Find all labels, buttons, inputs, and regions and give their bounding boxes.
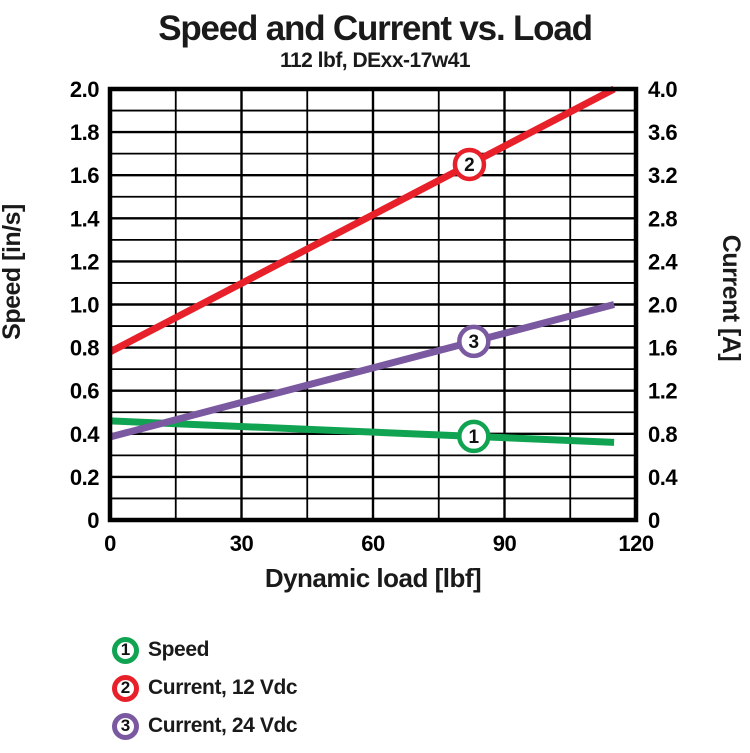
line-marker-2 [452, 147, 487, 182]
y-left-tick-label: 1.6 [70, 163, 99, 188]
x-tick-label: 0 [104, 531, 116, 556]
plot-border-rect [107, 86, 639, 523]
y-left-tick-label: 1.0 [70, 293, 99, 318]
marker-layer: 1 2 3 [452, 147, 491, 454]
legend-marker-2: 2 [112, 674, 139, 702]
series-layer [108, 85, 616, 446]
legend-label-speed: Speed [148, 638, 210, 661]
legend-label-current-12vdc: Current, 12 Vdc [148, 676, 298, 699]
line-marker-3 [457, 324, 491, 359]
y-right-tick-label: 2.8 [648, 206, 677, 231]
x-tick-label: 30 [230, 531, 254, 556]
y-left-tick-label: 0.6 [70, 379, 99, 404]
legend-label-current-24vdc: Current, 24 Vdc [148, 714, 298, 737]
y-right-tick-label: 3.2 [648, 163, 677, 188]
y-left-tick-label: 1.2 [70, 249, 99, 274]
line-marker-number-1: 1 [469, 427, 480, 448]
y-left-tick-label: 1.8 [70, 120, 99, 145]
y-right-tick-label: 1.6 [648, 336, 677, 361]
y-right-tick-label: 4.0 [648, 77, 677, 102]
series-line-speed [109, 417, 615, 446]
chart-title: Speed and Current vs. Load [158, 9, 593, 48]
y-left-tick-label: 0.2 [70, 465, 99, 490]
y-left-tick-label: 0.8 [70, 336, 99, 361]
x-tick-label: 120 [618, 531, 653, 556]
y-left-axis-title: Speed [in/s] [0, 204, 26, 340]
y-left-tick-label: 0.4 [70, 422, 100, 447]
y-right-tick-label: 3.6 [648, 120, 677, 145]
y-right-tick-label: 0 [648, 508, 660, 533]
legend-marker-3: 3 [112, 712, 139, 740]
chart-plot: 1 2 3 2.0 1.8 1.6 1.4 1.2 1.0 0.8 0.6 0.4 0.2 0 4.0 3.… [0, 77, 745, 593]
y-right-tick-label: 2.4 [648, 249, 678, 274]
y-left-tick-label: 1.4 [70, 206, 100, 231]
plot-border [107, 86, 639, 523]
x-axis-title: Dynamic load [lbf] [265, 563, 481, 593]
y-right-tick-label: 2.0 [648, 293, 677, 318]
x-tick-label: 90 [493, 531, 517, 556]
legend-item-current-12vdc: 2 Current, 12 Vdc [112, 669, 298, 707]
y-right-tick-label: 0.4 [648, 465, 678, 490]
legend-item-current-24vdc: 3 Current, 24 Vdc [112, 707, 298, 745]
series-line-current-24-vdc [109, 301, 615, 441]
y-left-tick-label: 0 [87, 508, 99, 533]
legend-item-speed: 1 Speed [112, 631, 297, 669]
grid-layer [110, 89, 636, 520]
legend-marker-1: 1 [112, 636, 139, 664]
y-left-tick-label: 2.0 [70, 77, 99, 102]
x-tick-label: 60 [361, 531, 385, 556]
chart-subtitle: 112 lbf, DExx-17w41 [279, 49, 471, 72]
line-marker-number-3: 3 [469, 332, 480, 353]
tick-labels: 2.0 1.8 1.6 1.4 1.2 1.0 0.8 0.6 0.4 0.2 0 4.0 3.6 3.2… [70, 77, 679, 556]
legend: 1 Speed 2 Current, 12 Vdc 3 Current, 24 … [112, 631, 298, 745]
line-marker-1 [457, 419, 491, 454]
y-right-axis-title: Current [A] [717, 235, 745, 361]
y-right-tick-label: 1.2 [648, 379, 677, 404]
y-right-tick-label: 0.8 [648, 422, 677, 447]
series-line-current-12-vdc [108, 85, 616, 356]
line-marker-number-2: 2 [464, 155, 475, 176]
